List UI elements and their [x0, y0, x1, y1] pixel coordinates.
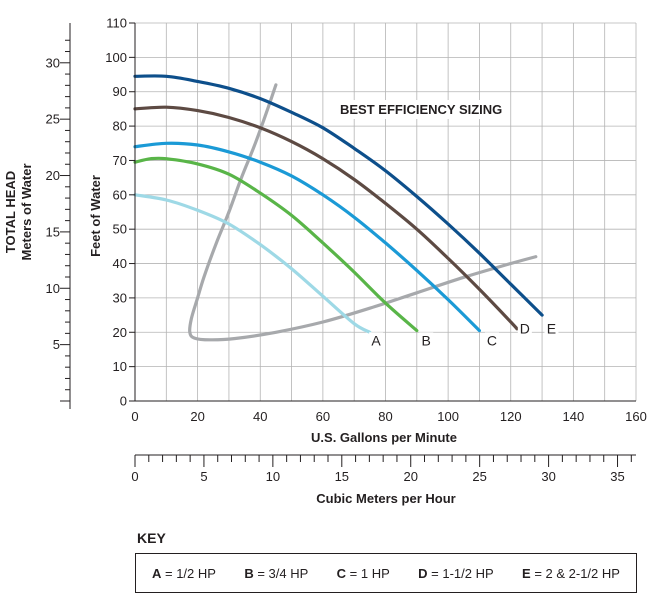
key-value: = 2 & 2-1/2 HP: [530, 565, 620, 581]
y-tick-label: 110: [106, 16, 127, 31]
x-tick-label: 160: [625, 409, 647, 424]
secondary-y-tick-label: 10: [46, 281, 60, 296]
series-label-background: [517, 320, 532, 337]
x-tick-label: 60: [316, 409, 330, 424]
key-value: = 1-1/2 HP: [427, 565, 494, 581]
series-label: A: [371, 332, 381, 348]
y-tick-label: 90: [113, 84, 127, 99]
key-title: KEY: [137, 530, 166, 546]
key-code: D: [418, 565, 428, 581]
secondary-y-tick-label: 25: [46, 112, 60, 127]
secondary-y-tick-label: 15: [46, 224, 60, 239]
secondary-y-tick-label: 5: [53, 337, 60, 352]
secondary-x-tick-label: 20: [403, 469, 417, 484]
key-code: A: [152, 565, 162, 581]
series-label-background: [369, 332, 384, 349]
key-value: = 1 HP: [346, 565, 390, 581]
x-tick-label: 40: [253, 409, 267, 424]
secondary-x-tick-label: 15: [335, 469, 349, 484]
axes: 0 20 40 60 80 100 120 140 1600102030405060708090…: [46, 16, 647, 485]
series-label: B: [422, 332, 431, 348]
key-value: = 3/4 HP: [253, 565, 309, 581]
y-tick-label: 50: [113, 222, 127, 237]
y-tick-label: 70: [113, 153, 127, 168]
secondary-y-axis-label-line2: Meters of Water: [19, 163, 34, 260]
series-label: C: [487, 332, 497, 348]
x-tick-label: 120: [500, 409, 522, 424]
key-value: = 1/2 HP: [161, 565, 216, 581]
secondary-x-tick-label: 25: [472, 469, 486, 484]
x-tick-label: 20: [190, 409, 204, 424]
series-label: E: [547, 320, 556, 336]
key-code: B: [244, 565, 254, 581]
key-code: C: [336, 565, 347, 581]
series-line-b: [133, 156, 419, 333]
y-tick-label: 30: [113, 290, 127, 305]
y-axis-label: Feet of Water: [88, 175, 103, 257]
secondary-x-tick-label: 0: [131, 469, 138, 484]
chart-title-background: [336, 100, 507, 119]
series-line-c: [133, 141, 481, 333]
chart-title: BEST EFFICIENCY SIZING: [340, 102, 502, 117]
y-tick-label: 20: [113, 325, 127, 340]
key-item-c: C = 1 HP: [337, 566, 390, 581]
series-line-e: [133, 74, 544, 317]
secondary-x-tick-label: 10: [266, 469, 280, 484]
secondary-x-tick-label: 5: [200, 469, 207, 484]
y-tick-label: 80: [113, 119, 127, 134]
secondary-x-axis-label: Cubic Meters per Hour: [316, 491, 455, 506]
y-tick-label: 60: [113, 187, 127, 202]
x-tick-label: 80: [378, 409, 392, 424]
x-tick-label: 140: [563, 409, 585, 424]
series-label: D: [520, 320, 530, 336]
secondary-y-tick-label: 30: [46, 55, 60, 70]
efficiency-curve: [188, 83, 538, 342]
y-tick-label: 10: [113, 359, 127, 374]
key-item-d: D = 1-1/2 HP: [418, 566, 494, 581]
grid: [134, 22, 637, 402]
series-label-background: [544, 320, 559, 337]
x-axis-label: U.S. Gallons per Minute: [311, 430, 457, 445]
pump-curves: A B C D E: [133, 74, 559, 349]
secondary-y-tick-label: 20: [46, 168, 60, 183]
secondary-x-tick-label: 35: [610, 469, 624, 484]
secondary-y-axis-label-line1: TOTAL HEAD: [3, 171, 18, 253]
y-tick-label: 0: [120, 394, 127, 409]
y-tick-label: 40: [113, 256, 127, 271]
key-item-e: E = 2 & 2-1/2 HP: [522, 566, 620, 581]
series-line-d: [133, 105, 519, 331]
pump-performance-chart: A B CD E 0 20 40 60 80 100 120 140 1600102030405060…: [3, 16, 647, 507]
series-label-background: [419, 332, 434, 349]
key-box: A = 1/2 HP B = 3/4 HP C = 1 HP D = 1-1/2…: [135, 553, 637, 593]
secondary-x-tick-label: 30: [541, 469, 555, 484]
key-item-a: A = 1/2 HP: [152, 566, 216, 581]
x-tick-label: 0: [131, 409, 138, 424]
y-tick-label: 100: [105, 50, 127, 65]
series-label-background: [484, 332, 499, 349]
key-item-b: B = 3/4 HP: [244, 566, 308, 581]
series-line-a: [133, 193, 372, 334]
key-code: E: [522, 565, 531, 581]
x-tick-label: 100: [437, 409, 459, 424]
